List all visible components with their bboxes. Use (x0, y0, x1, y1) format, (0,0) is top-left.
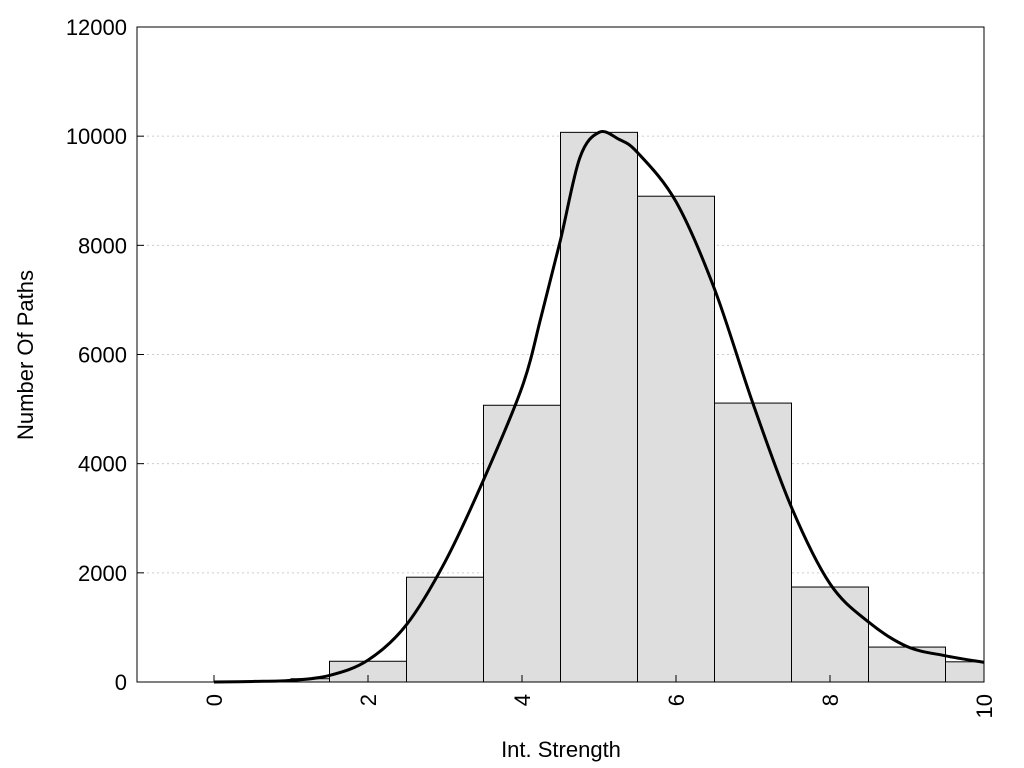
histogram-bar (714, 402, 792, 683)
x-tick-label: 8 (818, 694, 843, 706)
histogram-bar (483, 404, 561, 683)
histogram-bars (213, 131, 985, 683)
histogram-bar (945, 661, 985, 683)
x-tick-label: 6 (664, 694, 689, 706)
histogram-bar (791, 586, 869, 683)
x-axis-label: Int. Strength (501, 737, 621, 762)
x-axis-ticks: 0 2 4 6 8 10 (202, 675, 997, 718)
y-tick-label: 4000 (78, 452, 127, 477)
y-tick-label: 0 (115, 670, 127, 695)
y-tick-label: 10000 (66, 124, 127, 149)
histogram-bar (560, 131, 638, 683)
y-tick-label: 2000 (78, 561, 127, 586)
density-curve (213, 130, 985, 684)
x-tick-label: 2 (356, 694, 381, 706)
histogram-bar (406, 576, 484, 683)
y-tick-label: 6000 (78, 343, 127, 368)
x-tick-label: 0 (202, 694, 227, 706)
y-tick-label: 12000 (66, 15, 127, 40)
x-tick-label: 10 (972, 694, 997, 718)
y-tick-label: 8000 (78, 233, 127, 258)
x-tick-label: 4 (510, 694, 535, 706)
histogram-bar (637, 195, 715, 683)
y-axis-ticks: 0 2000 4000 6000 8000 10000 12000 (66, 15, 144, 695)
y-axis-label: Number Of Paths (13, 270, 38, 440)
grid-lines (137, 135, 984, 574)
density-curve-layer (213, 130, 985, 684)
